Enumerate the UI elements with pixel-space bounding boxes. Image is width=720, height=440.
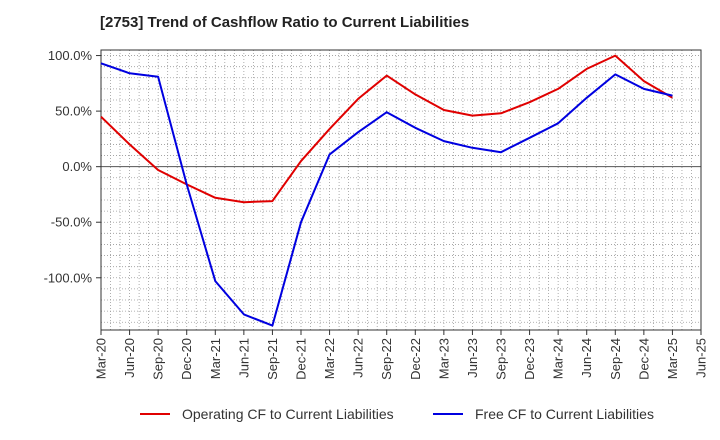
x-tick-label: Sep-24 bbox=[608, 338, 623, 380]
x-tick-label: Dec-20 bbox=[179, 338, 194, 380]
x-tick-label: Mar-21 bbox=[208, 338, 223, 379]
x-tick-label: Dec-21 bbox=[294, 338, 309, 380]
x-tick-label: Dec-22 bbox=[408, 338, 423, 380]
x-tick-label: Sep-20 bbox=[151, 338, 166, 380]
x-tick-label: Mar-22 bbox=[322, 338, 337, 379]
x-tick-label: Mar-20 bbox=[94, 338, 109, 379]
y-tick-label: -100.0% bbox=[44, 270, 93, 285]
x-tick-label: Sep-22 bbox=[379, 338, 394, 380]
y-tick-label: 0.0% bbox=[62, 159, 92, 174]
x-tick-label: Sep-21 bbox=[265, 338, 280, 380]
x-tick-label: Sep-23 bbox=[494, 338, 509, 380]
x-tick-label: Jun-24 bbox=[579, 338, 594, 378]
x-tick-label: Jun-21 bbox=[236, 338, 251, 378]
y-tick-label: 50.0% bbox=[55, 104, 92, 119]
x-tick-label: Mar-24 bbox=[551, 338, 566, 379]
x-tick-label: Jun-20 bbox=[122, 338, 137, 378]
legend-label-operating-cf: Operating CF to Current Liabilities bbox=[182, 406, 394, 422]
x-tick-label: Dec-23 bbox=[522, 338, 537, 380]
plot-frame bbox=[100, 49, 702, 331]
x-tick-label: Dec-24 bbox=[636, 338, 651, 380]
x-tick-label: Mar-23 bbox=[436, 338, 451, 379]
series-line-operating-cf bbox=[100, 54, 673, 204]
series-line-free-cf bbox=[100, 62, 673, 327]
chart-title: [2753] Trend of Cashflow Ratio to Curren… bbox=[100, 14, 470, 31]
x-tick-label: Jun-25 bbox=[694, 338, 709, 378]
y-tick-label: -50.0% bbox=[51, 215, 93, 230]
legend-label-free-cf: Free CF to Current Liabilities bbox=[475, 406, 654, 422]
y-tick-label: 100.0% bbox=[48, 48, 93, 63]
x-tick-label: Jun-22 bbox=[351, 338, 366, 378]
x-tick-label: Jun-23 bbox=[465, 338, 480, 378]
x-tick-label: Mar-25 bbox=[665, 338, 680, 379]
